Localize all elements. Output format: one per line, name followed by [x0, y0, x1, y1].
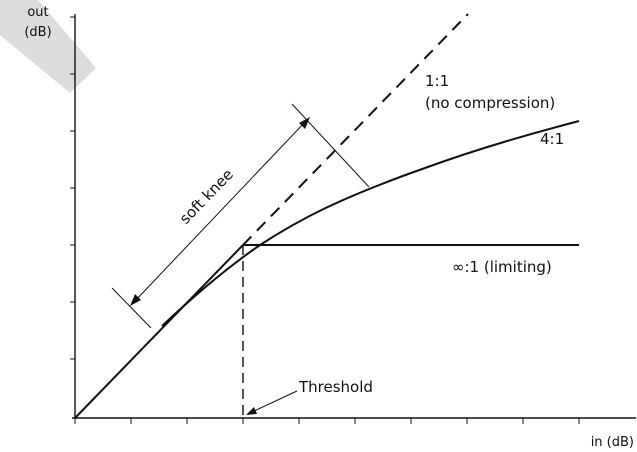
- threshold-leader: [251, 390, 298, 413]
- unity-ratio-label: 1:1: [425, 72, 449, 90]
- unity-line-solid: [74, 244, 244, 419]
- unity-line-dashed: [242, 13, 469, 246]
- soft-knee-end-mark-lower: [111, 287, 152, 329]
- x-axis-ticks: [74, 418, 580, 424]
- y-axis-ticks: [70, 16, 75, 360]
- unity-ratio-caption: (no compression): [425, 94, 555, 112]
- y-axis-label-line2: (dB): [24, 25, 51, 40]
- x-axis-label: in (dB): [591, 435, 634, 450]
- ratio-4-1-label: 4:1: [540, 130, 564, 148]
- limiting-label: ∞:1 (limiting): [452, 258, 552, 276]
- threshold-arrowhead: [246, 407, 257, 415]
- y-axis-label-line1: out: [27, 5, 48, 20]
- soft-knee-end-mark-upper: [291, 103, 370, 188]
- soft-knee-arrowhead-upper: [299, 117, 310, 129]
- soft-knee-arrowhead-lower: [130, 294, 141, 306]
- soft-knee-span: [133, 120, 307, 303]
- soft-knee-label: soft knee: [176, 165, 237, 227]
- corner-ribbon: [0, 0, 96, 93]
- threshold-label: Threshold: [298, 378, 373, 396]
- ratio-4-1-curve: [161, 120, 580, 327]
